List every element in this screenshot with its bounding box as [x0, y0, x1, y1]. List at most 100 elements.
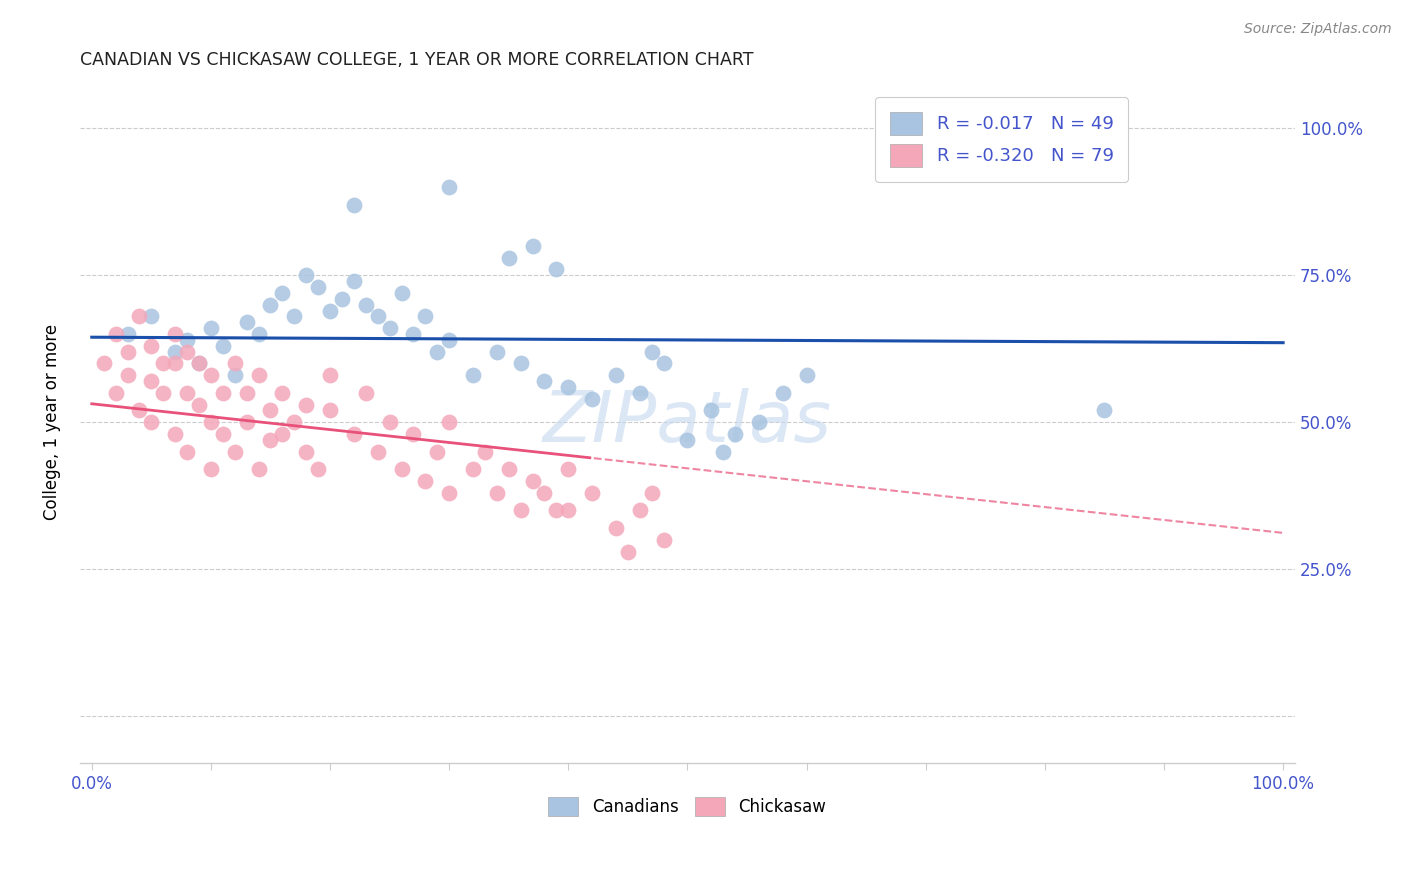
Point [128, 310, 150, 324]
Point [224, 368, 246, 383]
Point [117, 344, 139, 359]
Point [211, 427, 233, 442]
Point [165, 327, 187, 342]
Point [426, 444, 449, 458]
Point [415, 474, 437, 488]
Point [509, 356, 531, 370]
Point [724, 427, 747, 442]
Point [211, 385, 233, 400]
Point [319, 368, 342, 383]
Point [200, 415, 222, 429]
Point [617, 544, 640, 558]
Point [402, 427, 425, 442]
Point [319, 303, 342, 318]
Point [200, 321, 222, 335]
Point [235, 415, 257, 429]
Point [1092, 403, 1115, 417]
Point [533, 485, 555, 500]
Point [343, 274, 366, 288]
Point [343, 198, 366, 212]
Point [700, 403, 723, 417]
Text: CANADIAN VS CHICKASAW COLLEGE, 1 YEAR OR MORE CORRELATION CHART: CANADIAN VS CHICKASAW COLLEGE, 1 YEAR OR… [80, 51, 754, 69]
Point [128, 403, 150, 417]
Point [498, 251, 520, 265]
Point [628, 503, 651, 517]
Point [378, 415, 401, 429]
Point [165, 427, 187, 442]
Point [295, 398, 318, 412]
Point [546, 503, 568, 517]
Point [307, 462, 329, 476]
Point [259, 298, 281, 312]
Point [224, 356, 246, 370]
Point [402, 327, 425, 342]
Point [676, 433, 699, 447]
Point [283, 415, 305, 429]
Point [748, 415, 770, 429]
Point [104, 385, 127, 400]
Point [557, 503, 579, 517]
Point [437, 180, 460, 194]
Point [522, 474, 544, 488]
Point [307, 280, 329, 294]
Point [378, 321, 401, 335]
Point [141, 374, 163, 388]
Point [533, 374, 555, 388]
Point [211, 339, 233, 353]
Point [176, 333, 198, 347]
Point [796, 368, 818, 383]
Point [426, 344, 449, 359]
Point [117, 368, 139, 383]
Legend: Canadians, Chickasaw: Canadians, Chickasaw [541, 790, 834, 823]
Point [117, 327, 139, 342]
Point [652, 533, 675, 547]
Point [235, 385, 257, 400]
Point [152, 385, 174, 400]
Point [165, 344, 187, 359]
Point [141, 415, 163, 429]
Point [354, 385, 377, 400]
Point [295, 444, 318, 458]
Point [259, 403, 281, 417]
Text: Source: ZipAtlas.com: Source: ZipAtlas.com [1244, 22, 1392, 37]
Point [104, 327, 127, 342]
Point [772, 385, 794, 400]
Point [485, 485, 508, 500]
Text: ZIPatlas: ZIPatlas [543, 388, 832, 457]
Point [235, 315, 257, 329]
Point [711, 444, 734, 458]
Point [415, 310, 437, 324]
Point [557, 462, 579, 476]
Point [188, 356, 211, 370]
Point [522, 239, 544, 253]
Point [581, 392, 603, 406]
Point [247, 368, 270, 383]
Point [141, 310, 163, 324]
Point [461, 462, 484, 476]
Point [367, 310, 389, 324]
Point [437, 333, 460, 347]
Point [641, 485, 664, 500]
Point [319, 403, 342, 417]
Point [546, 262, 568, 277]
Point [271, 385, 294, 400]
Point [391, 462, 413, 476]
Point [343, 427, 366, 442]
Point [641, 344, 664, 359]
Point [152, 356, 174, 370]
Point [176, 385, 198, 400]
Point [259, 433, 281, 447]
Point [200, 368, 222, 383]
Point [271, 427, 294, 442]
Point [367, 444, 389, 458]
Point [247, 327, 270, 342]
Point [498, 462, 520, 476]
Point [176, 344, 198, 359]
Point [176, 444, 198, 458]
Point [295, 268, 318, 283]
Point [283, 310, 305, 324]
Point [330, 292, 353, 306]
Point [652, 356, 675, 370]
Point [391, 285, 413, 300]
Point [141, 339, 163, 353]
